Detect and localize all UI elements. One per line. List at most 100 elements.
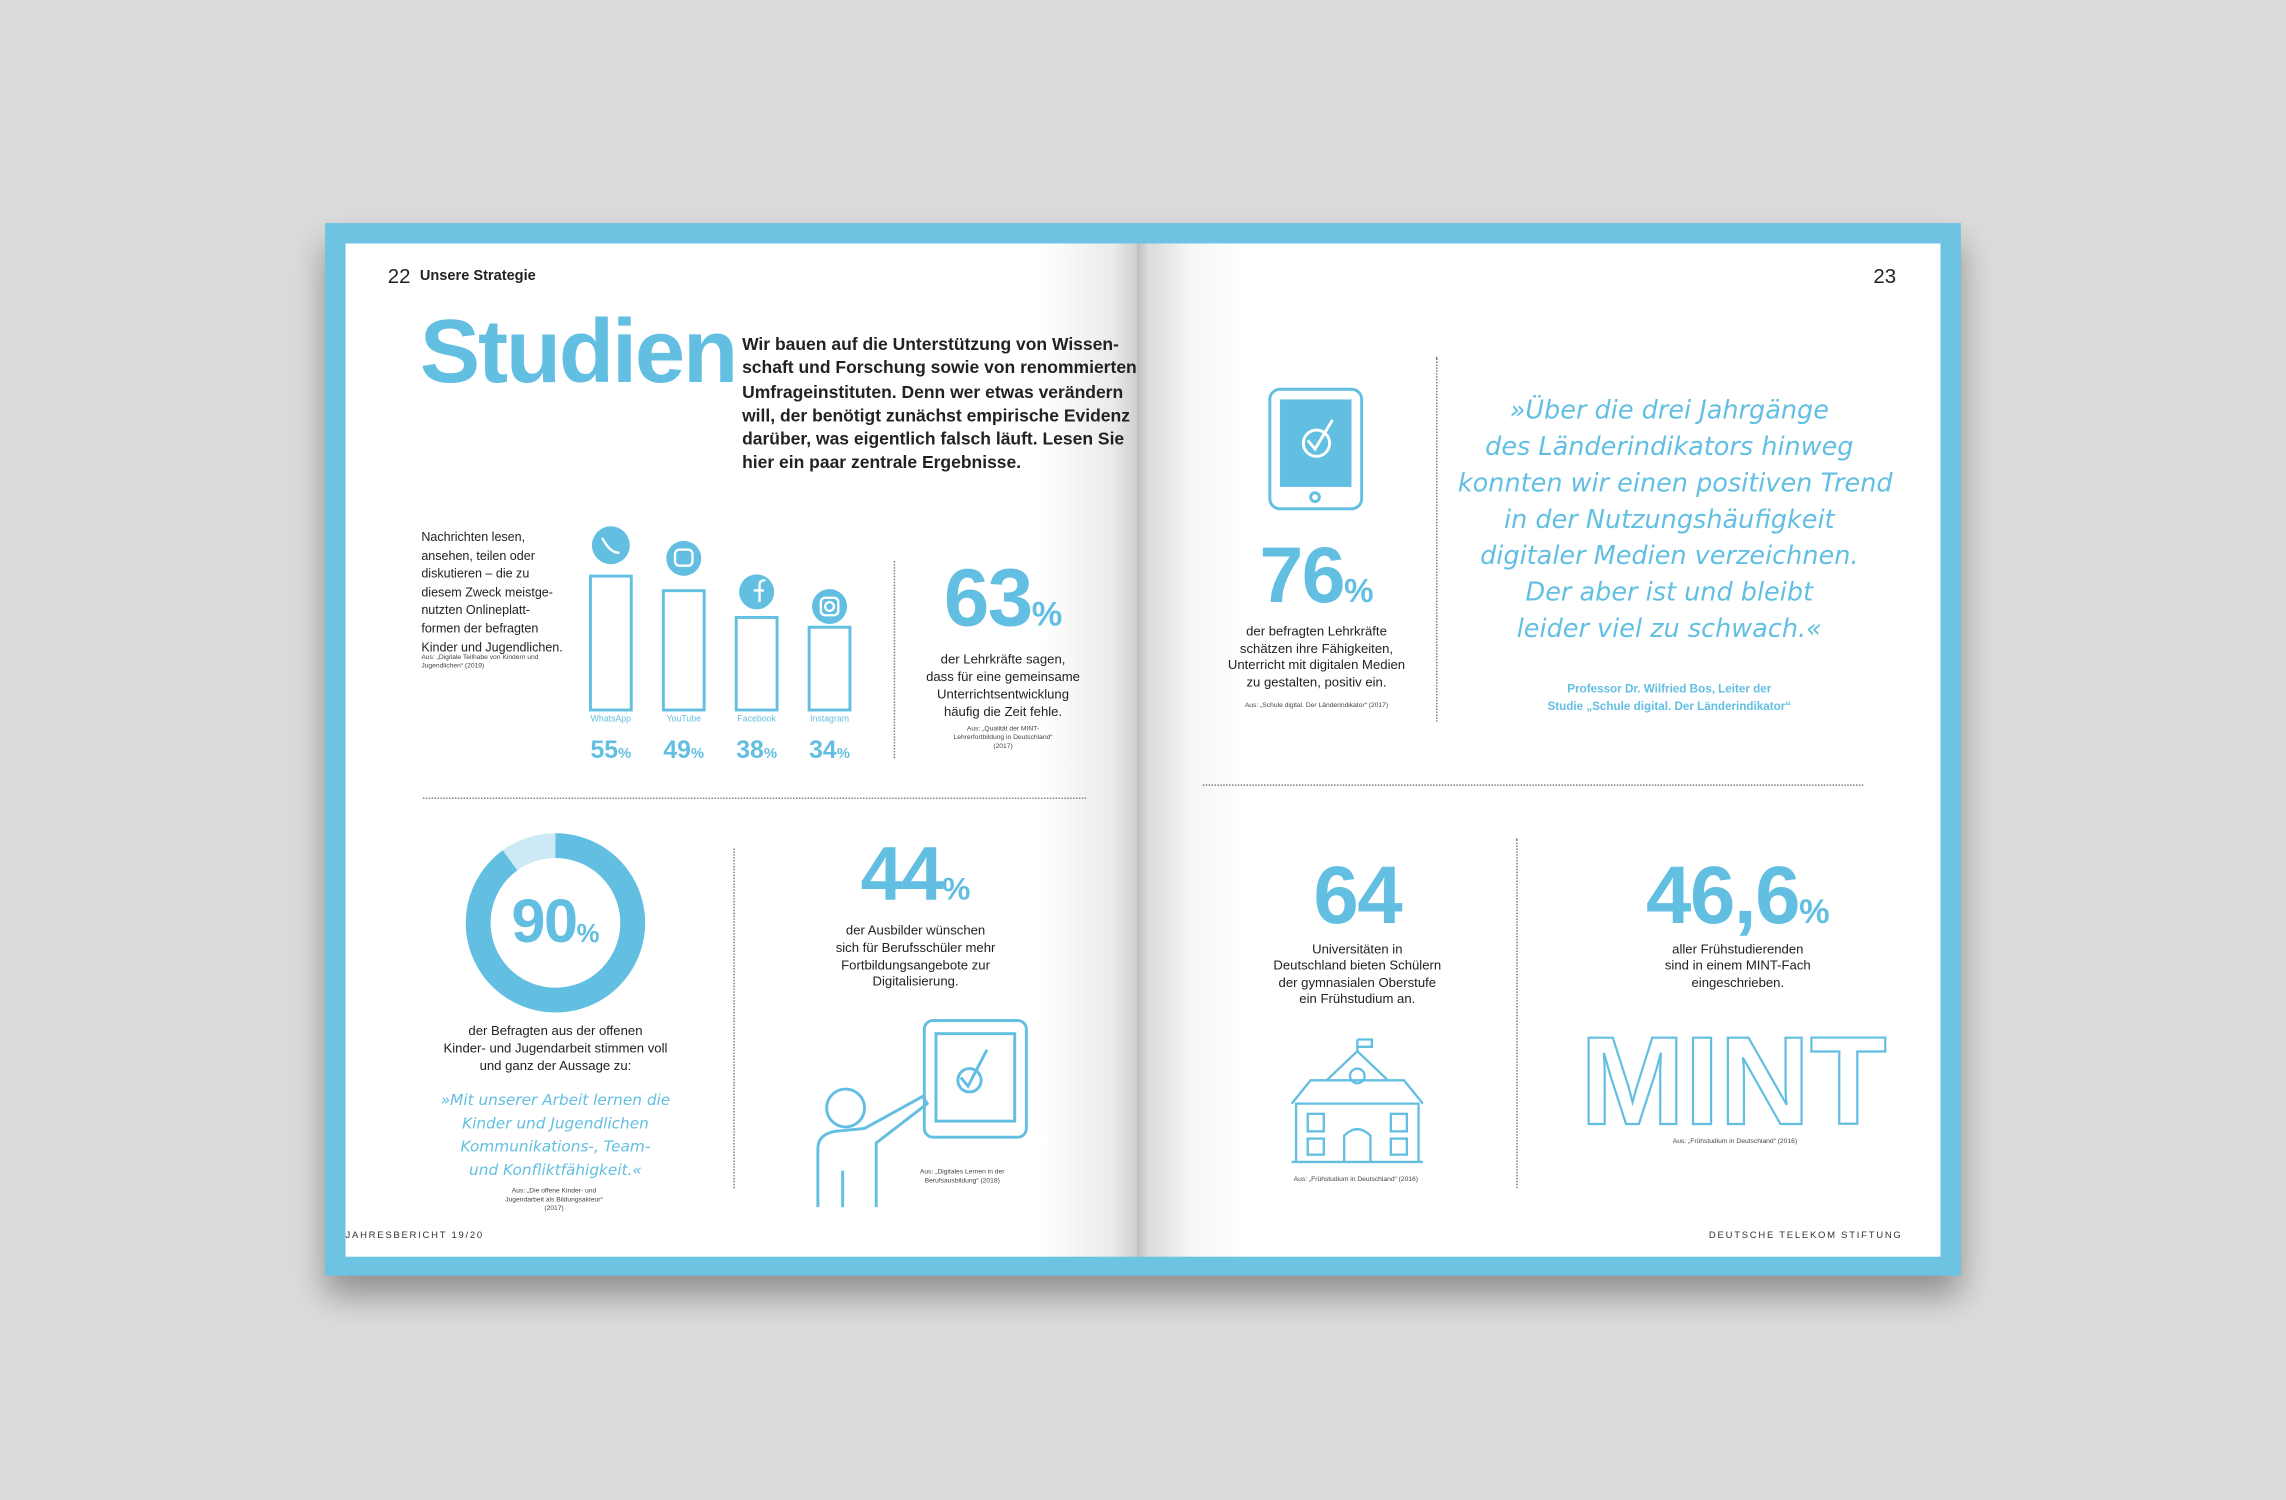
bar-label: YouTube [666,715,701,725]
platform-description: Nachrichten lesen, ansehen, teilen oder di… [421,528,562,657]
source: Aus: „Digitale Teilhabe von Kindern und … [421,653,539,670]
section-title: Unsere Strategie [419,268,536,285]
divider [733,848,735,1189]
text-line: »Über die drei Jahrgänge [1509,396,1829,426]
text-line: und ganz der Aussage zu: [479,1058,632,1074]
spine [1137,243,1152,1257]
source: Aus: „Schule digital. Der Länderindikato… [1244,701,1389,709]
stat-value: 76 [1259,532,1345,620]
text-line: der gymnasialen Oberstufe [1278,975,1437,990]
text-line: zu gestalten, positiv ein. [1246,674,1387,690]
left-page [345,243,1138,1257]
footer: JAHRESBERICHT 19/20 [345,1230,484,1241]
bar-value: 34% [786,736,873,765]
text-line: Umfrageinstituten. Denn wer etwas veränd… [742,381,1124,402]
source: Aus: „Digitales Lernen in der Berufsausb… [919,1167,1005,1184]
unit: % [763,746,778,763]
quote: »Über die drei Jahrgänge des Länderindika… [1457,394,1893,649]
bar [734,616,779,712]
source: Aus: „Frühstudium in Deutschland“ (2016) [1672,1137,1798,1145]
page-number: 23 [1873,263,1897,288]
text-line: Fortbildungsangebote zur [841,957,990,972]
value: 49 [663,736,691,764]
text-line: schätzen ihre Fähigkeiten, [1239,640,1394,656]
bar-value: 49% [640,736,727,765]
stat-number: 44% [814,831,1018,918]
text-line: ein Frühstudium an. [1299,991,1416,1007]
text-line: Universitäten in [1312,941,1403,957]
stat-text: der Ausbilder wünschen sich für Berufssch… [799,923,1032,992]
source: Aus: „Frühstudium in Deutschland“ (2016) [1293,1175,1419,1183]
bar-value: 55% [567,736,654,765]
text-line: digitaler Medien verzeichnen. [1480,542,1859,572]
text-line: Kinder und Jugendlichen. [421,639,563,654]
bar [588,574,633,712]
divider [422,797,1087,799]
text-line: des Länderindikators hinweg [1485,432,1854,463]
social-icons [591,526,848,624]
value: 34 [809,736,837,764]
text-line: Kommunikations-, Team- [460,1138,651,1157]
tablet-icon [1268,387,1364,511]
text-line: diskutieren – die zu [421,565,530,581]
text-line: Professor Dr. Wilfried Bos, Leiter der [1567,682,1772,696]
bar-label: WhatsApp [590,715,632,725]
stat-value: 46,6 [1646,848,1801,941]
stat-value: 63 [943,551,1033,643]
stat-number: 76% [1214,531,1418,621]
value: 55 [590,736,619,764]
social-glyphs [601,537,840,617]
text-line: will, der benötigt zunächst empirische E… [742,405,1130,426]
bar [807,625,852,712]
stat-value: 64 [1313,848,1402,941]
text-line: in der Nutzungshäufigkeit [1504,505,1835,536]
text-line: Unterricht mit digitalen Medien [1227,657,1406,673]
intro: Wir bauen auf die Unterstützung von Wiss… [742,332,1137,475]
stat-number: 64 [1255,847,1459,942]
text-line: konnten wir einen positiven Trend [1457,469,1893,499]
text-line: Digitalisierung. [872,974,959,990]
stat-text: der Befragten aus der offenen Kinder- und… [424,1022,686,1074]
stat-unit: % [1031,594,1063,633]
text-line: und Konfliktfähigkeit.« [469,1161,642,1180]
donut-arc [465,833,646,1013]
donut-label: 90% [453,886,657,956]
unit: % [690,746,705,763]
text-line: der befragten Lehrkräfte [1246,623,1387,639]
school-icon [1290,1038,1424,1164]
divider [893,561,896,759]
bar-label: Instagram [810,715,849,725]
teacher-icon [816,1019,1028,1208]
text-line: Unterrichtsentwicklung [937,686,1070,702]
attribution: Professor Dr. Wilfried Bos, Leiter der St… [1502,681,1837,715]
stat-text: der befragten Lehrkräfte schätzen ihre Fä… [1200,624,1433,692]
text-line: ansehen, teilen oder [421,547,535,563]
text-line: eingeschrieben. [1691,975,1785,990]
unit: % [836,746,850,763]
source: Aus: „Die offene Kinder- und Jugendarbei… [505,1186,603,1212]
quote: »Mit unserer Arbeit lernen die Kinder und… [410,1089,702,1182]
text-line: der Lehrkräfte sagen, [940,651,1066,667]
mint-logo: MINT [1580,1011,1886,1151]
stat-number: 63% [901,550,1105,645]
text-line: Studie „Schule digital. Der Länderindika… [1547,699,1792,713]
text-line: formen der befragten [421,621,539,636]
stat-unit: % [1344,571,1374,610]
stat-text: Universitäten in Deutschland bieten Schül… [1241,942,1474,1009]
footer: DEUTSCHE TELEKOM STIFTUNG [1708,1230,1903,1241]
bar-label: Facebook [737,715,776,725]
stat-value: 44 [860,832,944,918]
text-line: Der aber ist und bleibt [1525,578,1814,608]
text-line: Kinder und Jugendlichen [462,1115,649,1133]
stat-unit: % [942,870,971,907]
stat-value: 90 [511,886,578,955]
divider [1202,784,1864,786]
text-line: hier ein paar zentrale Ergebnisse. [742,452,1022,474]
text-line: nutzten Onlineplatt- [421,602,530,618]
unit: % [618,746,632,763]
text-line: Deutschland bieten Schülern [1273,958,1442,974]
stat-number: 46,6% [1607,847,1869,942]
text-line: darüber, was eigentlich falsch läuft. Le… [742,428,1125,450]
